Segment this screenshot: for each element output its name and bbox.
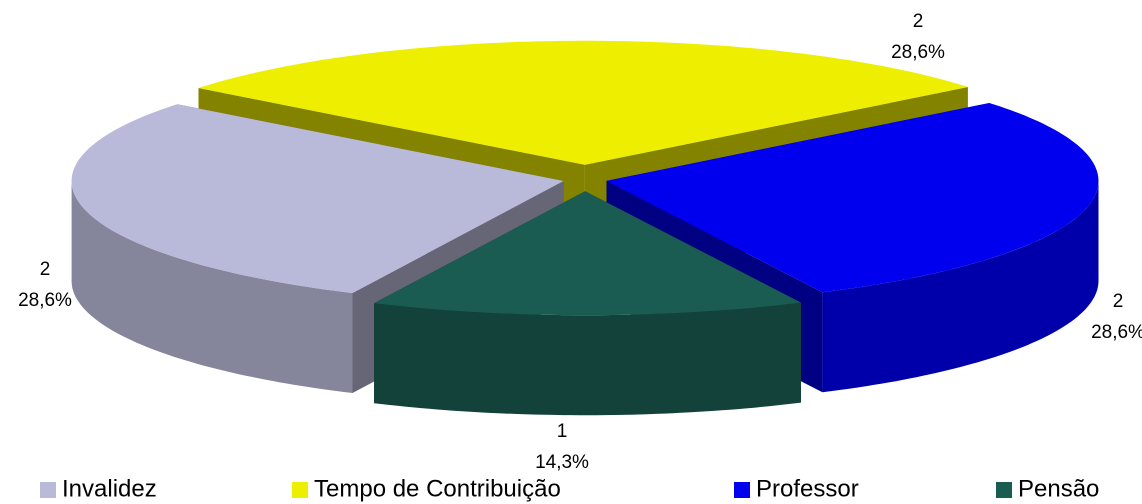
data-label-percent: 28,6%: [891, 42, 945, 63]
legend-label: Pensão: [1018, 475, 1099, 502]
legend-label: Tempo de Contribuição: [314, 475, 561, 502]
legend-swatch: [996, 482, 1012, 498]
data-label-value: 2: [40, 259, 51, 280]
data-label-value: 1: [557, 421, 568, 442]
slice-top: [71, 104, 564, 293]
slice-top: [606, 103, 1099, 293]
slice-outer-wall: [822, 180, 1099, 393]
slice-top: [374, 191, 801, 316]
legend-swatch: [40, 482, 56, 498]
data-label-value: 2: [1113, 291, 1124, 312]
data-label-percent: 28,6%: [18, 290, 72, 311]
slice: [71, 104, 564, 393]
slice: [374, 191, 801, 416]
legend-swatch: [734, 482, 750, 498]
slice-outer-wall: [71, 181, 353, 393]
legend-swatch: [292, 482, 308, 498]
data-label-value: 2: [913, 11, 924, 32]
data-label-percent: 28,6%: [1091, 322, 1142, 343]
legend-label: Invalidez: [62, 475, 157, 502]
legend-label: Professor: [756, 475, 859, 502]
slice-top: [198, 40, 968, 165]
slice-outer-wall: [374, 302, 801, 416]
data-label-percent: 14,3%: [535, 452, 589, 473]
